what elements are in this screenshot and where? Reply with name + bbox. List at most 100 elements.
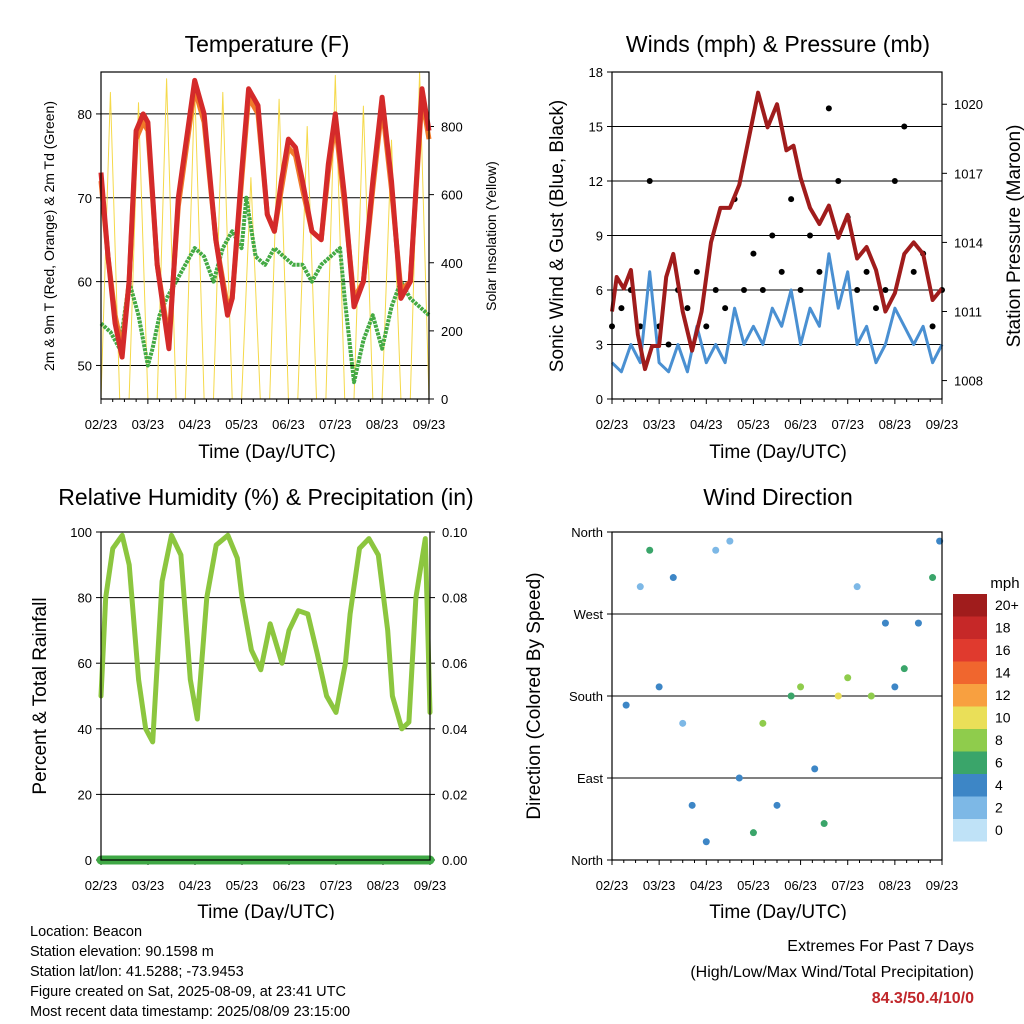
direction-point <box>702 838 710 846</box>
gust-point <box>863 268 870 275</box>
winds-ylabel: Sonic Wind & Gust (Blue, Black) <box>547 100 568 372</box>
direction-point <box>867 692 875 700</box>
y2-tick-label: 1017 <box>954 166 983 181</box>
humidity-ylabel: Percent & Total Rainfall <box>30 597 51 794</box>
x-tick-label: 05/23 <box>737 417 770 432</box>
x-tick-label: 08/23 <box>366 417 399 432</box>
latlon-text: Station lat/lon: 41.5288; -73.9453 <box>30 964 244 980</box>
recent-text: Most recent data timestamp: 2025/08/09 2… <box>30 1004 351 1020</box>
direction-point <box>900 665 908 673</box>
y2-tick-label: 400 <box>441 256 463 271</box>
legend-swatch <box>953 819 987 842</box>
y-tick-label: South <box>569 689 603 704</box>
temperature-ylabel: 2m & 9m T (Red, Orange) & 2m Td (Green) <box>41 101 57 371</box>
x-tick-label: 03/23 <box>132 878 165 893</box>
y-tick-label: 12 <box>589 174 603 189</box>
y2-tick-label: 0.08 <box>442 591 467 606</box>
direction-point <box>688 801 696 809</box>
gust-point <box>741 287 747 293</box>
gust-point <box>722 305 729 312</box>
direction-point <box>820 820 828 828</box>
series-2m-t <box>98 77 432 360</box>
y-tick-label: 20 <box>78 787 92 802</box>
temperature-xlabel: Time (Day/UTC) <box>198 442 336 463</box>
x-tick-label: 03/23 <box>643 878 676 893</box>
y-tick-label: 15 <box>589 120 603 135</box>
x-tick-label: 08/23 <box>879 878 912 893</box>
y-tick-label: 6 <box>596 283 603 298</box>
plot-frame <box>100 531 431 861</box>
gust-point <box>618 305 625 312</box>
direction-point <box>881 619 889 627</box>
y-tick-label: 80 <box>78 591 92 606</box>
direction-point <box>787 692 795 700</box>
direction-point <box>844 674 852 682</box>
gust-point <box>769 232 776 239</box>
gust-point <box>854 287 861 293</box>
x-tick-label: 04/23 <box>690 878 723 893</box>
direction-point <box>929 574 937 582</box>
y-tick-label: North <box>571 525 603 540</box>
station-info: Location: Beacon Station elevation: 90.1… <box>30 922 350 1022</box>
y2-tick-label: 800 <box>441 120 463 135</box>
y2-tick-label: 600 <box>441 188 463 203</box>
direction-point <box>891 683 899 691</box>
legend-label: 6 <box>995 755 1003 771</box>
legend-swatch <box>953 729 987 752</box>
x-tick-label: 07/23 <box>831 878 864 893</box>
gust-point <box>929 323 936 330</box>
x-tick-label: 09/23 <box>414 878 447 893</box>
y-tick-label: West <box>574 607 604 622</box>
gust-point <box>807 232 813 239</box>
direction-point <box>749 829 757 837</box>
gust-point <box>693 268 700 275</box>
legend-label: 16 <box>995 642 1011 658</box>
y-tick-label: 100 <box>70 525 92 540</box>
x-tick-label: 06/23 <box>784 417 817 432</box>
series-sonic-wind <box>610 252 944 374</box>
gust-point <box>882 287 889 293</box>
extremes-subtitle: (High/Low/Max Wind/Total Precipitation) <box>690 964 974 981</box>
series-relative-humidity <box>98 532 433 745</box>
direction-point <box>811 765 819 773</box>
y-tick-label: East <box>577 771 603 786</box>
x-tick-label: 06/23 <box>272 417 305 432</box>
x-tick-label: 05/23 <box>737 878 770 893</box>
direction-point <box>622 701 630 709</box>
legend-title: mph <box>990 575 1019 592</box>
y-tick-label: 0 <box>596 392 603 407</box>
y-tick-label: 9 <box>596 229 603 244</box>
x-tick-label: 04/23 <box>178 417 211 432</box>
x-tick-label: 04/23 <box>179 878 212 893</box>
x-tick-label: 09/23 <box>413 417 446 432</box>
y2-tick-label: 0.00 <box>442 853 467 868</box>
gust-point <box>825 105 832 112</box>
x-tick-label: 03/23 <box>643 417 676 432</box>
humidity-chart: Relative Humidity (%) & Precipitation (i… <box>30 484 474 920</box>
direction-point <box>655 683 663 691</box>
x-tick-label: 05/23 <box>226 878 259 893</box>
x-tick-label: 02/23 <box>596 417 629 432</box>
gust-point <box>901 123 908 130</box>
x-tick-label: 04/23 <box>690 417 723 432</box>
gust-point <box>835 178 842 184</box>
direction-point <box>914 619 922 627</box>
direction-point <box>679 719 687 727</box>
gust-point <box>646 178 653 184</box>
y2-tick-label: 0.02 <box>442 787 467 802</box>
direction-point <box>669 574 677 582</box>
plot-frame <box>611 531 943 861</box>
y-tick-label: 18 <box>589 65 603 80</box>
legend-swatch <box>953 706 987 729</box>
y2-tick-label: 0.10 <box>442 525 467 540</box>
gust-point <box>778 268 785 275</box>
plot-frame <box>100 71 430 400</box>
gust-point <box>665 341 672 348</box>
y-tick-label: 80 <box>78 107 92 122</box>
temperature-y2label: Solar Insolation (Yellow) <box>483 161 499 311</box>
y-tick-label: 3 <box>596 338 603 353</box>
legend-label: 18 <box>995 620 1011 636</box>
temperature-chart: Temperature (F) 2m & 9m T (Red, Orange) … <box>41 31 499 463</box>
direction-point <box>773 801 781 809</box>
direction-point <box>936 537 944 545</box>
